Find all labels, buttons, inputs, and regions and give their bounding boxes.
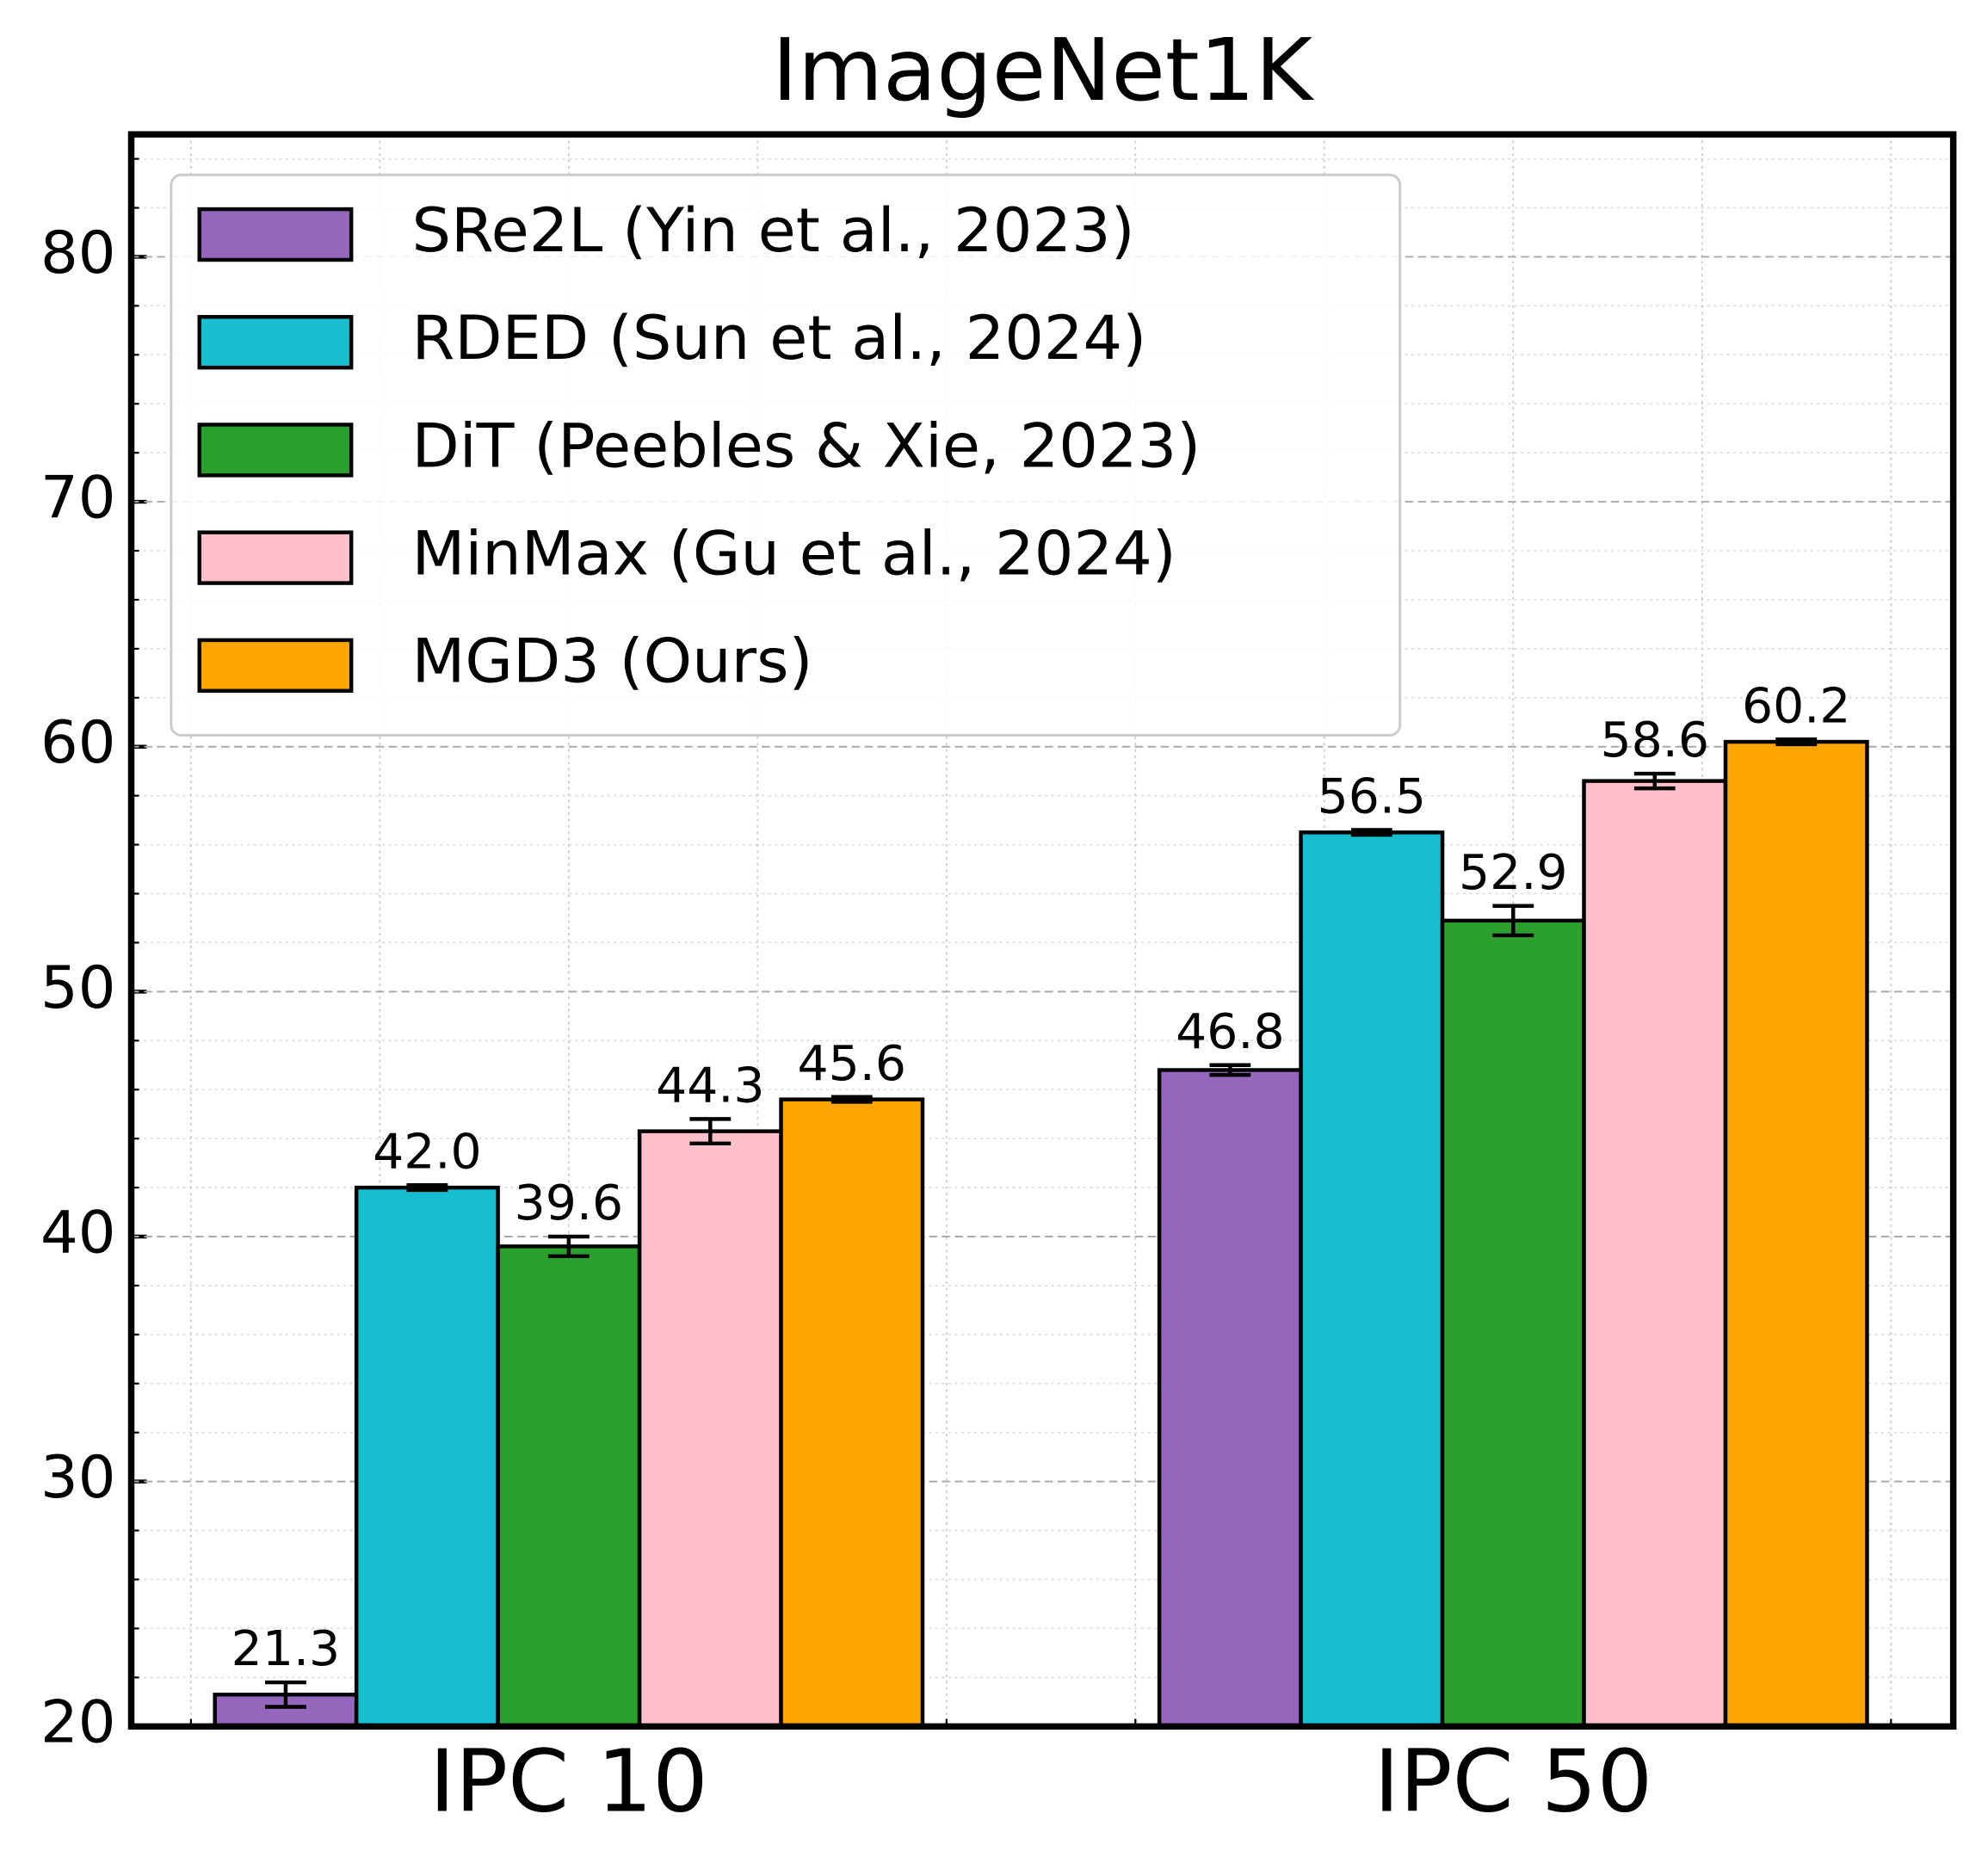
legend-swatch <box>197 530 354 585</box>
error-bar <box>547 1234 590 1258</box>
y-tick-label: 80 <box>40 219 116 287</box>
legend-swatch <box>197 207 354 262</box>
value-label: 60.2 <box>1742 679 1850 735</box>
value-label: 46.8 <box>1176 1004 1284 1060</box>
plot-frame <box>127 131 1957 1730</box>
bar <box>354 1185 500 1729</box>
bar <box>637 1129 783 1729</box>
legend-label: SRe2L (Yin et al., 2023) <box>411 194 1134 265</box>
legend-box <box>170 173 1402 737</box>
value-label: 42.0 <box>373 1125 481 1181</box>
x-tick-label: IPC 50 <box>1374 1731 1652 1831</box>
bar <box>496 1244 642 1729</box>
value-label: 44.3 <box>656 1058 764 1114</box>
bar <box>1157 1068 1303 1729</box>
error-bar <box>1209 1063 1251 1077</box>
bar <box>1299 830 1445 1729</box>
value-label: 56.5 <box>1318 769 1426 825</box>
legend-swatch <box>197 315 354 370</box>
y-tick-label: 20 <box>40 1689 116 1756</box>
legend-swatch <box>197 423 354 478</box>
y-tick-label: 30 <box>40 1445 116 1512</box>
value-label: 21.3 <box>232 1622 340 1678</box>
bar <box>1440 918 1586 1729</box>
bar <box>1582 779 1728 1729</box>
x-tick-label: IPC 10 <box>429 1731 708 1831</box>
y-tick-label: 40 <box>40 1200 116 1267</box>
error-bar <box>689 1117 732 1146</box>
error-bar <box>406 1183 448 1193</box>
legend-label: MGD3 (Ours) <box>411 626 812 696</box>
chart-title: ImageNet1K <box>772 20 1315 120</box>
error-bar <box>1775 737 1818 747</box>
y-tick-label: 70 <box>40 465 116 532</box>
value-label: 39.6 <box>515 1176 623 1232</box>
value-label: 58.6 <box>1601 713 1709 769</box>
error-bar <box>830 1095 873 1104</box>
y-tick-label: 60 <box>40 710 116 777</box>
error-bar <box>1492 904 1534 938</box>
value-label: 52.9 <box>1459 845 1567 901</box>
legend-label: DiT (Peebles & Xie, 2023) <box>411 410 1201 481</box>
legend: SRe2L (Yin et al., 2023) RDED (Sun et al.… <box>170 173 1402 737</box>
legend-label: MinMax (Gu et al., 2024) <box>411 518 1176 589</box>
error-bar <box>1633 771 1676 791</box>
y-tick-label: 50 <box>40 954 116 1021</box>
legend-swatch <box>197 638 354 694</box>
bar <box>1723 739 1869 1729</box>
error-bar <box>1350 828 1392 837</box>
value-label: 45.6 <box>798 1036 906 1092</box>
error-bar <box>265 1680 306 1709</box>
bar <box>779 1097 925 1729</box>
legend-label: RDED (Sun et al., 2024) <box>411 303 1146 373</box>
